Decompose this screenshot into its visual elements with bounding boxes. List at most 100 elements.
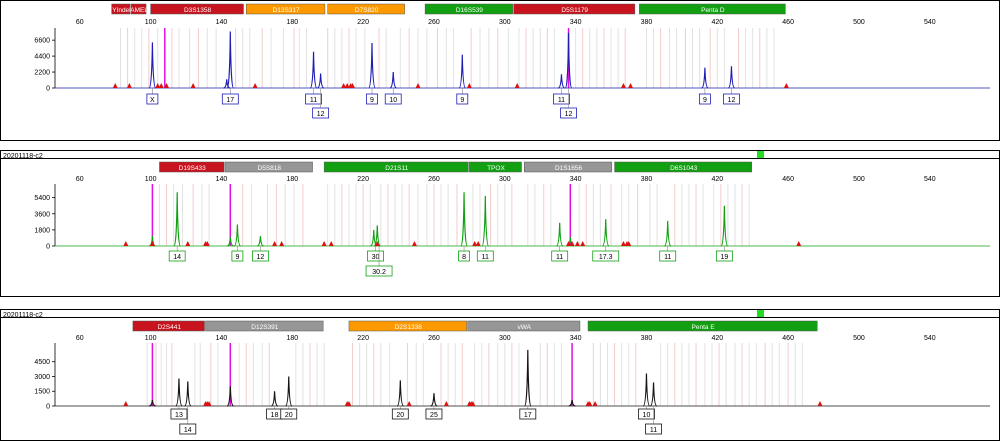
locus-bar[interactable] — [224, 161, 313, 173]
allele-call-box[interactable] — [384, 93, 402, 105]
allele-call-label: 19 — [720, 254, 728, 261]
locus-bar[interactable] — [614, 161, 752, 173]
locus-bar[interactable] — [323, 161, 469, 173]
off-ladder-marker — [204, 241, 210, 246]
locus-bar[interactable] — [130, 3, 147, 15]
locus-bar[interactable] — [205, 320, 324, 332]
allele-call-box[interactable] — [560, 107, 577, 119]
locus-bar[interactable] — [513, 3, 636, 15]
y-tick-label: 0 — [46, 86, 50, 93]
x-tick-label: 460 — [782, 176, 794, 183]
y-tick-label: 3000 — [34, 374, 50, 381]
allele-call-box[interactable] — [366, 93, 378, 105]
allele-call-label: 17 — [524, 412, 532, 419]
locus-bar[interactable] — [159, 161, 225, 173]
allele-call-box[interactable] — [252, 250, 269, 262]
allele-call-box[interactable] — [519, 408, 537, 420]
x-tick-label: 500 — [853, 335, 865, 342]
allele-call-box[interactable] — [305, 93, 322, 105]
off-ladder-marker — [321, 241, 327, 246]
allele-call-box[interactable] — [638, 408, 655, 420]
allele-call-box[interactable] — [698, 93, 711, 105]
locus-bar[interactable] — [524, 161, 613, 173]
x-tick-label: 220 — [357, 335, 369, 342]
locus-bar[interactable] — [150, 3, 244, 15]
off-ladder-marker — [344, 83, 350, 88]
allele-call-box[interactable] — [365, 265, 393, 277]
x-tick-label: 60 — [76, 19, 84, 26]
locus-label: D3S1358 — [184, 7, 211, 14]
x-tick-label: 500 — [853, 176, 865, 183]
off-ladder-marker — [112, 83, 118, 88]
off-ladder-marker — [592, 401, 598, 406]
locus-bar[interactable] — [467, 320, 581, 332]
locus-bar[interactable] — [639, 3, 786, 15]
allele-call-box[interactable] — [715, 250, 733, 262]
peak — [524, 349, 532, 407]
off-ladder-marker — [796, 241, 802, 246]
peak — [481, 195, 490, 247]
off-ladder-marker — [206, 401, 212, 406]
off-ladder-marker — [574, 241, 580, 246]
allele-call-box[interactable] — [170, 408, 188, 420]
x-tick-label: 100 — [145, 176, 157, 183]
allele-call-label: 12 — [317, 111, 325, 118]
allele-call-box[interactable] — [367, 250, 384, 262]
allele-call-label: 8 — [462, 254, 466, 261]
off-ladder-marker — [475, 241, 481, 246]
locus-label: Penta E — [692, 324, 716, 331]
locus-bar[interactable] — [348, 320, 467, 332]
x-tick-label: 340 — [570, 335, 582, 342]
allele-call-label: 9 — [703, 97, 707, 104]
x-tick-label: 340 — [570, 176, 582, 183]
y-tick-label: 5400 — [34, 195, 50, 202]
locus-label: YIndel — [112, 7, 131, 14]
allele-call-box[interactable] — [476, 250, 494, 262]
status-indicator — [757, 151, 764, 158]
allele-call-label: 11 — [556, 254, 563, 261]
locus-label: Penta D — [701, 7, 725, 14]
locus-bar[interactable] — [587, 320, 818, 332]
allele-call-box[interactable] — [553, 93, 570, 105]
off-ladder-marker — [411, 241, 417, 246]
allele-call-box[interactable] — [168, 250, 186, 262]
allele-call-box[interactable] — [551, 250, 569, 262]
allele-call-box[interactable] — [179, 423, 197, 435]
locus-bar[interactable] — [111, 3, 131, 15]
locus-label: D5S818 — [258, 165, 282, 172]
peak — [149, 400, 156, 407]
peak — [458, 54, 467, 89]
peak — [173, 192, 181, 247]
peak — [720, 205, 729, 247]
allele-call-label: 20 — [396, 412, 404, 419]
allele-call-box[interactable] — [146, 93, 159, 105]
black-dye-panel: 20201118-c2 D2S441 D12S391 D2S1338 vWA Penta … — [0, 309, 1000, 441]
locus-bar[interactable] — [246, 3, 326, 15]
locus-label: D16S539 — [456, 7, 483, 14]
allele-call-box[interactable] — [659, 250, 677, 262]
locus-bar[interactable] — [424, 3, 513, 15]
allele-call-box[interactable] — [645, 423, 662, 435]
x-tick-label: 460 — [782, 335, 794, 342]
off-ladder-marker — [126, 83, 132, 88]
allele-call-label: X — [150, 97, 155, 104]
locus-bar[interactable] — [469, 161, 522, 173]
locus-bar[interactable] — [132, 320, 205, 332]
peak — [233, 224, 241, 247]
locus-bar[interactable] — [327, 3, 405, 15]
x-tick-label: 420 — [711, 19, 723, 26]
locus-label: TPOX — [487, 165, 505, 172]
allele-call-box[interactable] — [312, 107, 330, 119]
allele-call-box[interactable] — [391, 408, 409, 420]
allele-call-box[interactable] — [458, 250, 470, 262]
allele-call-label: 30.2 — [372, 269, 386, 276]
allele-call-box[interactable] — [723, 93, 740, 105]
allele-call-box[interactable] — [221, 93, 239, 105]
allele-call-box[interactable] — [231, 250, 244, 262]
allele-call-box[interactable] — [592, 250, 620, 262]
allele-call-box[interactable] — [280, 408, 298, 420]
off-ladder-marker — [350, 83, 355, 88]
allele-call-box[interactable] — [425, 408, 443, 420]
allele-call-box[interactable] — [456, 93, 469, 105]
x-tick-label: 460 — [782, 19, 794, 26]
